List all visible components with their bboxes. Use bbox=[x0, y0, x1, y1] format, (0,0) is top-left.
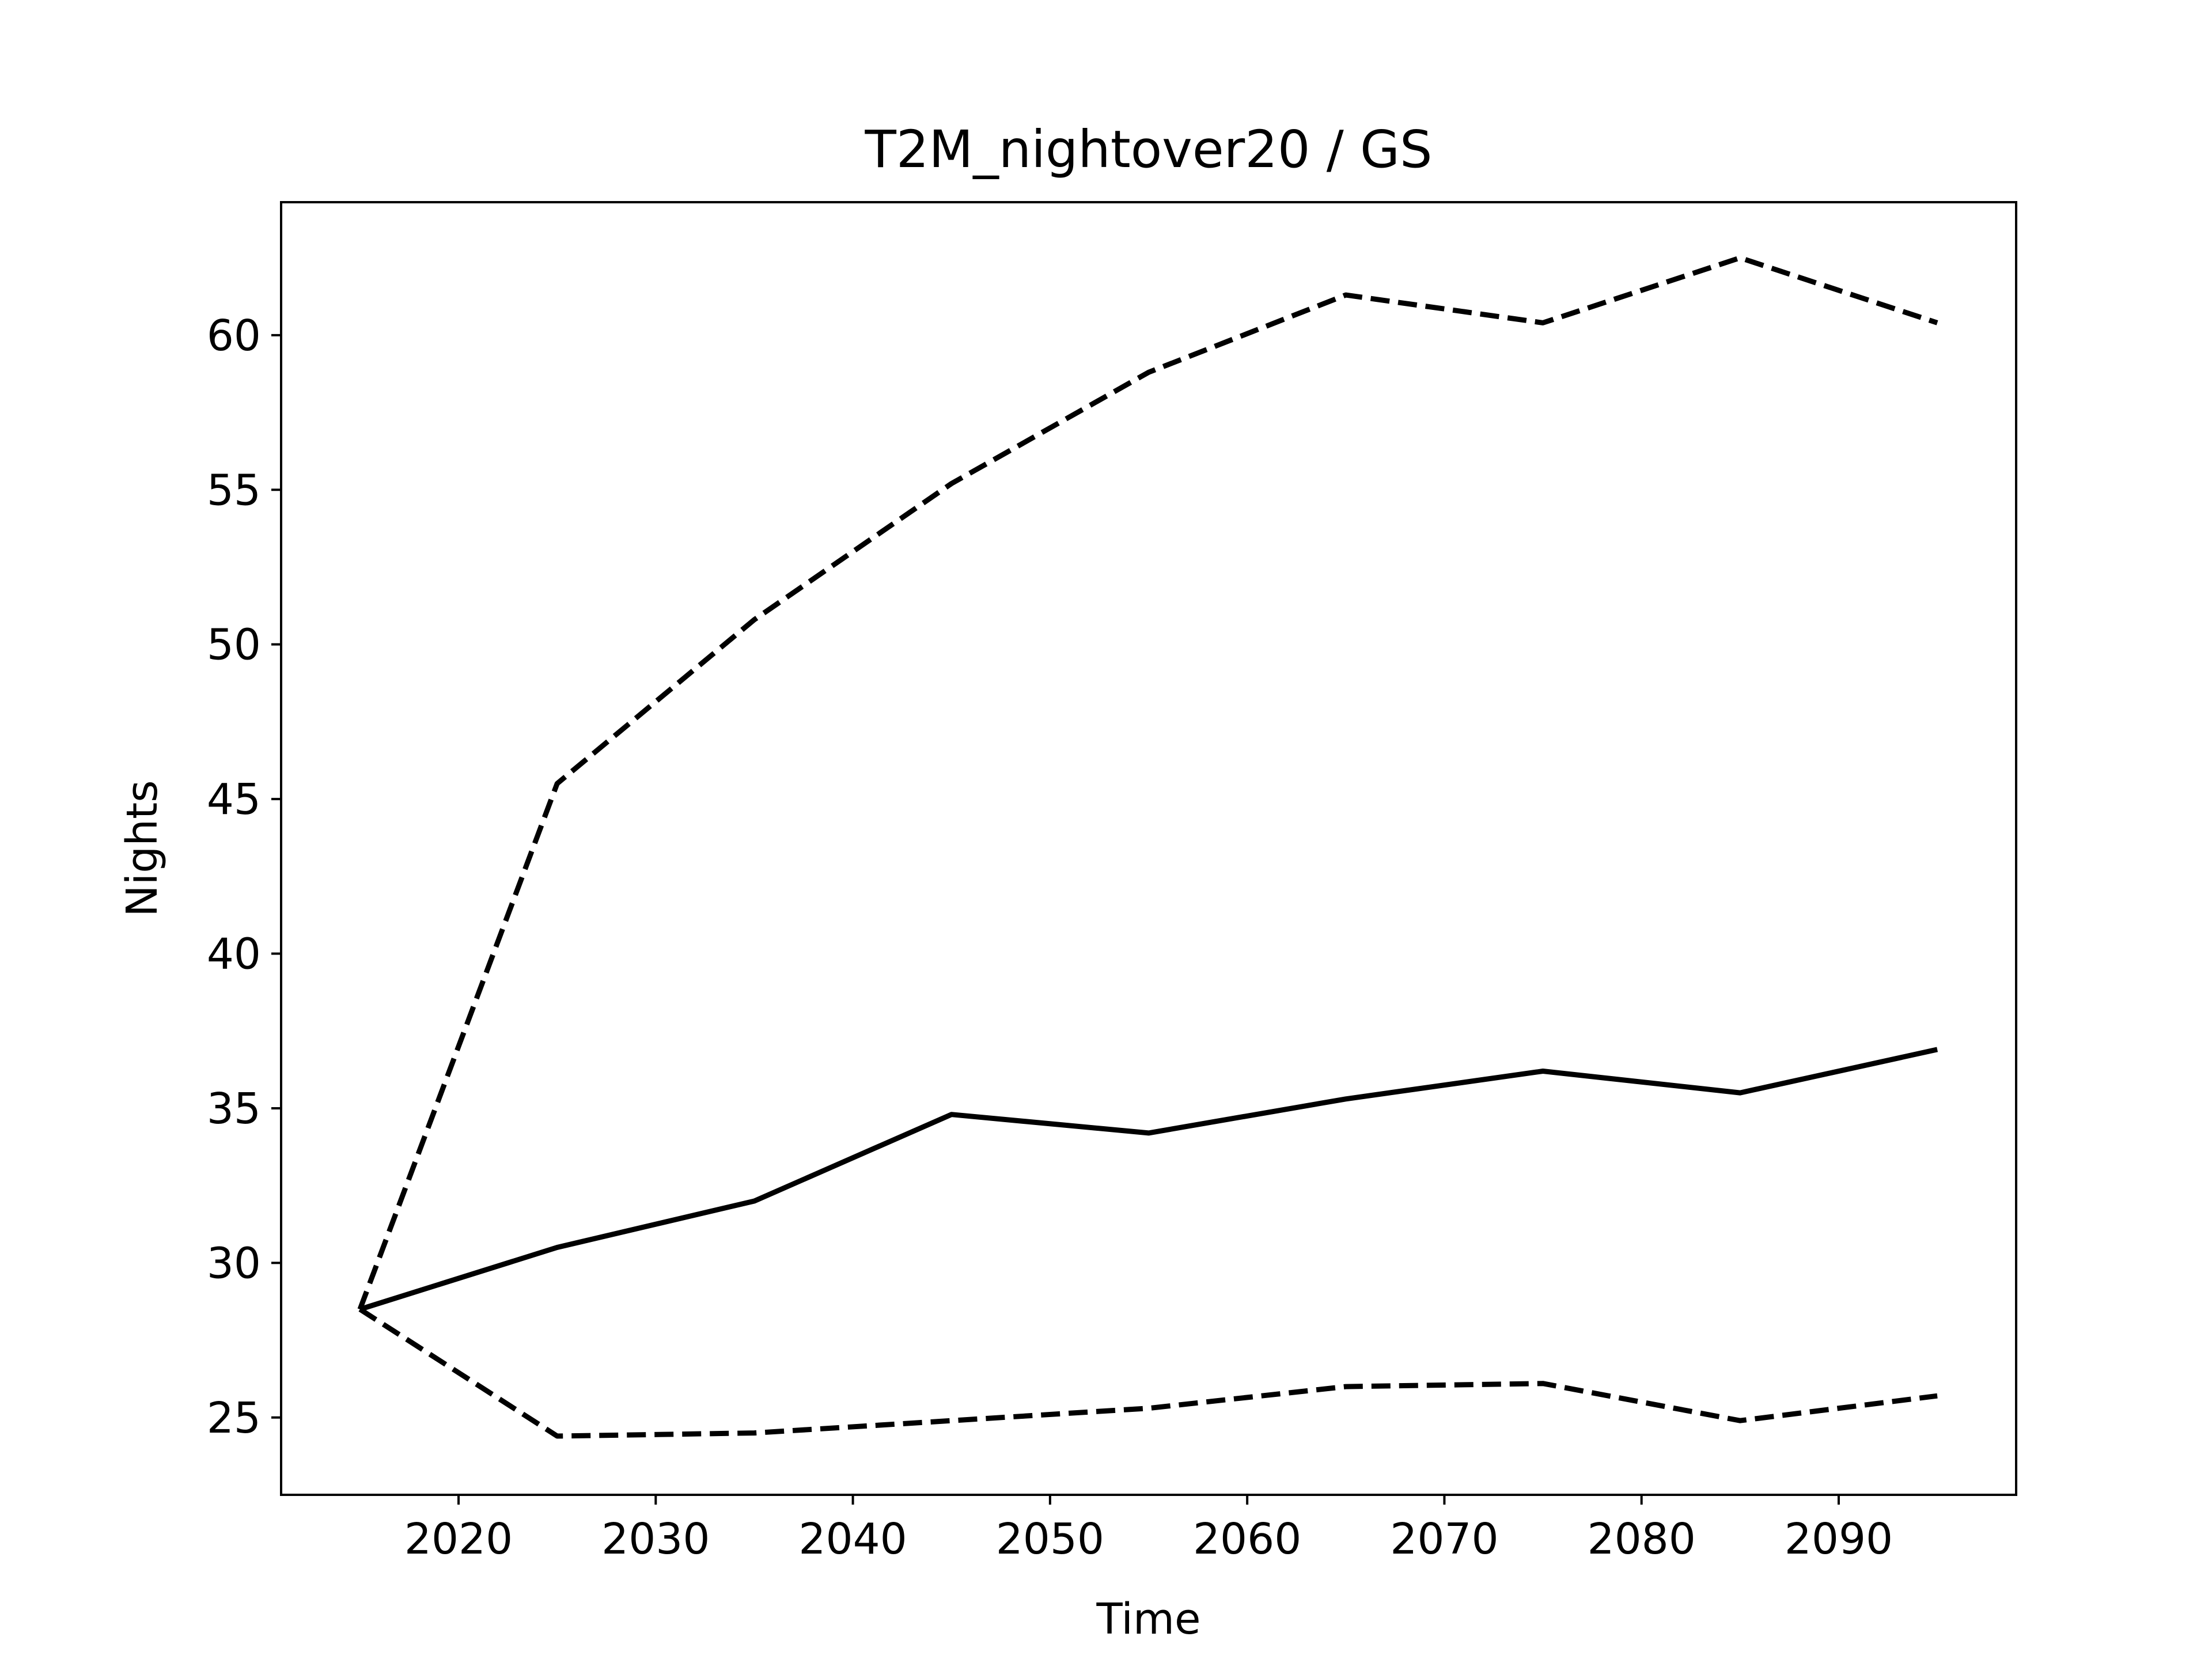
y-tick-label: 40 bbox=[207, 930, 261, 979]
series-line-3 bbox=[358, 1307, 1938, 1439]
y-tick-label: 30 bbox=[207, 1238, 261, 1288]
y-tick-label: 45 bbox=[207, 775, 261, 824]
chart-title: T2M_nightover20 / GS bbox=[865, 119, 1433, 179]
x-tick-label: 2040 bbox=[798, 1514, 907, 1564]
plot-area bbox=[357, 255, 1938, 1439]
y-tick-label: 60 bbox=[207, 311, 261, 361]
x-tick-label: 2050 bbox=[996, 1514, 1104, 1564]
x-tick-label: 2080 bbox=[1588, 1514, 1696, 1564]
x-tick-label: 2060 bbox=[1193, 1514, 1301, 1564]
series-line-2 bbox=[357, 255, 1938, 1310]
y-axis-label: Nights bbox=[118, 780, 167, 916]
y-tick-label: 50 bbox=[207, 620, 261, 670]
y-axis: 25 30 35 40 45 50 55 60 bbox=[207, 311, 281, 1443]
x-tick-label: 2090 bbox=[1785, 1514, 1893, 1564]
x-tick-label: 2020 bbox=[404, 1514, 513, 1564]
x-tick-label: 2030 bbox=[601, 1514, 710, 1564]
y-tick-label: 55 bbox=[207, 465, 261, 515]
y-tick-label: 35 bbox=[207, 1084, 261, 1134]
x-tick-label: 2070 bbox=[1390, 1514, 1498, 1564]
y-tick-label: 25 bbox=[207, 1393, 261, 1443]
x-axis-label: Time bbox=[1096, 1594, 1200, 1644]
plot-frame bbox=[280, 201, 2017, 1496]
x-axis: 2020 2030 2040 2050 2060 2070 2080 2090 bbox=[404, 1495, 1893, 1564]
series-line-1 bbox=[359, 1047, 1938, 1312]
